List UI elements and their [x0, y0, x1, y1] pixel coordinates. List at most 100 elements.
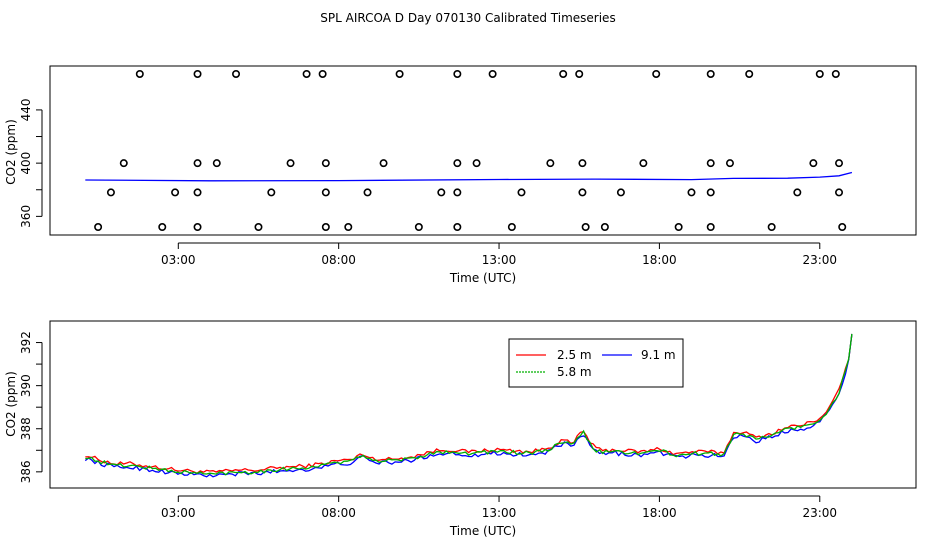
bottom-panel: 03:00 08:00 13:00 18:00 23:00 386 388 390 392 T… — [4, 320, 917, 538]
series-line-5-8-m — [85, 333, 853, 476]
legend-label-2-5m: 2.5 m — [557, 348, 592, 362]
data-point — [321, 188, 330, 197]
x-axis-label: Time (UTC) — [449, 271, 516, 285]
data-point — [559, 69, 568, 78]
data-point — [706, 69, 715, 78]
data-point — [706, 159, 715, 168]
data-point — [578, 159, 587, 168]
y-axis-label: CO2 (ppm) — [4, 371, 18, 437]
legend-label-9-1m: 9.1 m — [641, 348, 676, 362]
data-point — [193, 159, 202, 168]
data-point — [687, 188, 696, 197]
top-panel: 03:00 08:00 13:00 18:00 23:00 360 400 440 Time… — [4, 65, 917, 285]
data-point — [453, 69, 462, 78]
x-tick-label: 18:00 — [642, 506, 677, 520]
trend-line — [85, 171, 853, 182]
data-point — [267, 188, 276, 197]
x-tick-label: 13:00 — [482, 506, 517, 520]
x-tick-label: 23:00 — [802, 506, 837, 520]
y-tick-label: 360 — [19, 205, 33, 228]
x-tick-label: 23:00 — [802, 253, 837, 267]
data-point — [254, 223, 263, 232]
data-point — [809, 159, 818, 168]
x-tick-label: 08:00 — [321, 253, 356, 267]
data-point — [725, 159, 734, 168]
legend-box — [508, 338, 684, 388]
data-point — [302, 69, 311, 78]
data-point — [838, 223, 847, 232]
data-point — [158, 223, 167, 232]
data-point — [395, 69, 404, 78]
y-axis-label: CO2 (ppm) — [4, 119, 18, 185]
data-point — [135, 69, 144, 78]
data-point — [517, 188, 526, 197]
data-point — [472, 159, 481, 168]
data-point — [453, 159, 462, 168]
data-point — [706, 188, 715, 197]
data-point — [674, 223, 683, 232]
scatter-points — [94, 69, 847, 232]
data-point — [193, 223, 202, 232]
data-point — [437, 188, 446, 197]
data-point — [453, 223, 462, 232]
data-point — [94, 223, 103, 232]
data-point — [706, 223, 715, 232]
data-point — [581, 223, 590, 232]
y-tick-label: 388 — [19, 417, 33, 440]
data-point — [171, 188, 180, 197]
series-lines — [84, 333, 853, 478]
data-point — [414, 223, 423, 232]
x-tick-label: 08:00 — [321, 506, 356, 520]
data-point — [767, 223, 776, 232]
data-point — [600, 223, 609, 232]
data-point — [835, 188, 844, 197]
x-tick-label: 03:00 — [161, 506, 196, 520]
data-point — [321, 159, 330, 168]
data-point — [453, 188, 462, 197]
x-axis: 03:00 08:00 13:00 18:00 23:00 — [161, 495, 837, 520]
chart-title: SPL AIRCOA D Day 070130 Calibrated Times… — [320, 11, 615, 25]
plot-frame — [49, 65, 917, 236]
y-tick-label: 386 — [19, 460, 33, 483]
series-line-2-5-m — [85, 333, 853, 474]
data-point — [106, 188, 115, 197]
y-tick-label: 440 — [19, 98, 33, 121]
y-tick-label: 392 — [19, 331, 33, 354]
data-point — [318, 69, 327, 78]
legend: 2.5 m 9.1 m 5.8 m — [508, 338, 684, 388]
x-axis: 03:00 08:00 13:00 18:00 23:00 — [161, 242, 837, 267]
data-point — [286, 159, 295, 168]
plot-frame — [49, 320, 917, 489]
data-point — [578, 188, 587, 197]
data-point — [212, 159, 221, 168]
data-point — [831, 69, 840, 78]
data-point — [575, 69, 584, 78]
data-point — [119, 159, 128, 168]
data-point — [321, 223, 330, 232]
data-point — [546, 159, 555, 168]
data-point — [745, 69, 754, 78]
data-point — [652, 69, 661, 78]
x-tick-label: 18:00 — [642, 253, 677, 267]
data-point — [815, 69, 824, 78]
y-axis: 360 400 440 — [19, 98, 43, 228]
data-point — [616, 188, 625, 197]
x-tick-label: 13:00 — [482, 253, 517, 267]
data-point — [793, 188, 802, 197]
data-point — [193, 188, 202, 197]
legend-label-5-8m: 5.8 m — [557, 365, 592, 379]
data-point — [835, 159, 844, 168]
data-point — [507, 223, 516, 232]
data-point — [639, 159, 648, 168]
y-tick-label: 390 — [19, 374, 33, 397]
data-point — [379, 159, 388, 168]
data-point — [488, 69, 497, 78]
x-axis-label: Time (UTC) — [449, 524, 516, 538]
data-point — [193, 69, 202, 78]
series-line-9-1-m — [84, 333, 853, 478]
x-tick-label: 03:00 — [161, 253, 196, 267]
y-axis: 386 388 390 392 — [19, 331, 43, 483]
y-tick-label: 400 — [19, 152, 33, 175]
data-point — [363, 188, 372, 197]
